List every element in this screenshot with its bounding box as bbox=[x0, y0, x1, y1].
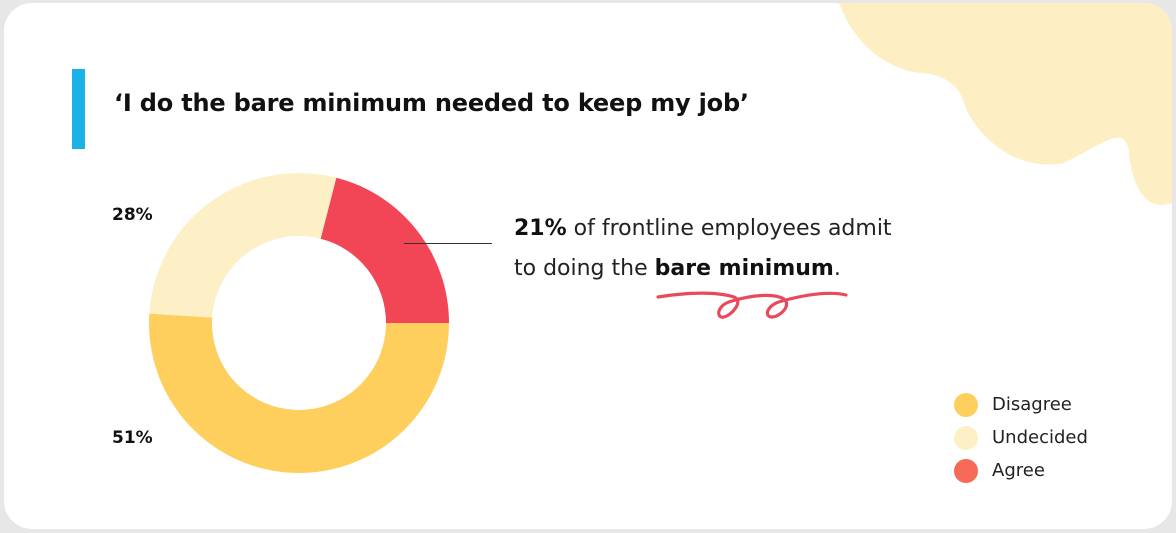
callout-text: 21% of frontline employees admit to doin… bbox=[514, 209, 954, 289]
donut-slice-undecided bbox=[149, 172, 337, 318]
callout-text-2: to doing the bbox=[514, 256, 655, 281]
callout-stat: 21% bbox=[514, 216, 567, 241]
donut-chart bbox=[148, 172, 450, 474]
legend-item-disagree: Disagree bbox=[954, 388, 1088, 421]
squiggle-underline bbox=[656, 291, 848, 319]
callout-text-1: of frontline employees admit bbox=[566, 216, 892, 241]
donut-slice-agree bbox=[320, 177, 449, 323]
callout-line-1: 21% of frontline employees admit bbox=[514, 209, 954, 249]
donut-slice-disagree bbox=[148, 313, 450, 474]
chart-card: ‘I do the bare minimum needed to keep my… bbox=[4, 3, 1172, 529]
legend-label-disagree: Disagree bbox=[992, 394, 1072, 415]
callout-line-2: to doing the bare minimum. bbox=[514, 249, 954, 289]
data-label-undecided: 28% bbox=[112, 205, 153, 225]
legend-item-undecided: Undecided bbox=[954, 421, 1088, 454]
callout-leader-line bbox=[404, 243, 492, 244]
legend-swatch-disagree bbox=[954, 392, 978, 417]
legend-swatch-undecided bbox=[954, 425, 978, 450]
legend-swatch-agree bbox=[954, 458, 978, 483]
legend: Disagree Undecided Agree bbox=[954, 388, 1088, 487]
callout-text-end: . bbox=[833, 256, 841, 281]
legend-item-agree: Agree bbox=[954, 454, 1088, 487]
title-accent-bar bbox=[72, 69, 85, 149]
decorative-blob bbox=[839, 3, 1172, 205]
chart-title: ‘I do the bare minimum needed to keep my… bbox=[114, 89, 749, 117]
legend-label-agree: Agree bbox=[992, 460, 1045, 481]
legend-label-undecided: Undecided bbox=[992, 427, 1088, 448]
data-label-disagree: 51% bbox=[112, 428, 153, 448]
callout-emphasis: bare minimum bbox=[654, 256, 834, 281]
